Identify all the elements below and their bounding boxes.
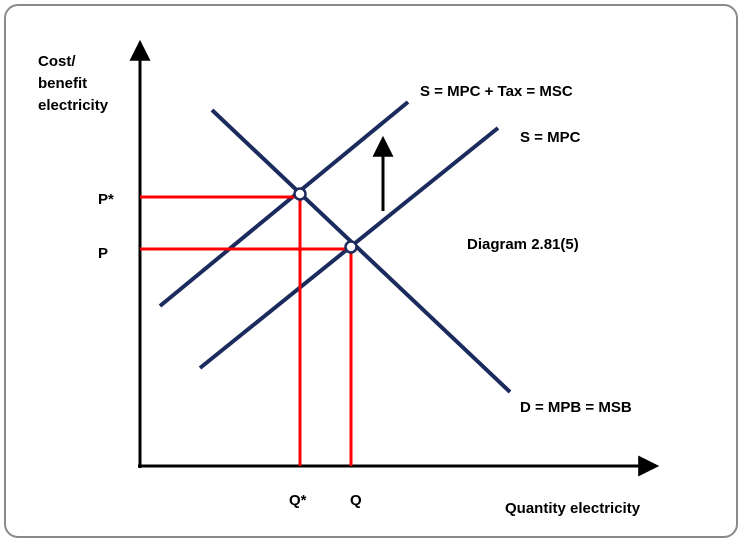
market-equilibrium-point [344,240,358,254]
social-equilibrium-point [293,187,307,201]
x-axis-label: Quantity electricity [505,500,641,517]
mpc-curve-label: S = MPC [520,129,581,146]
msc-curve-label: S = MPC + Tax = MSC [420,83,573,100]
y-axis-label-line3: electricity [38,97,109,114]
demand-curve [210,108,512,394]
y-axis-label-line1: Cost/ [38,53,76,70]
demand-curve-label: D = MPB = MSB [520,399,632,416]
price-label-p: P [98,245,108,262]
msc-supply-curve [158,100,410,308]
y-axis-label-line2: benefit [38,75,87,92]
diagram-frame [4,4,738,538]
p-q-guide [140,247,353,466]
p-star-q-star-guide [140,195,302,466]
quantity-label-q-star: Q* [289,492,307,509]
diagram-caption: Diagram 2.81(5) [467,236,579,253]
quantity-label-q: Q [350,492,362,509]
price-label-p-star: P* [98,191,114,208]
